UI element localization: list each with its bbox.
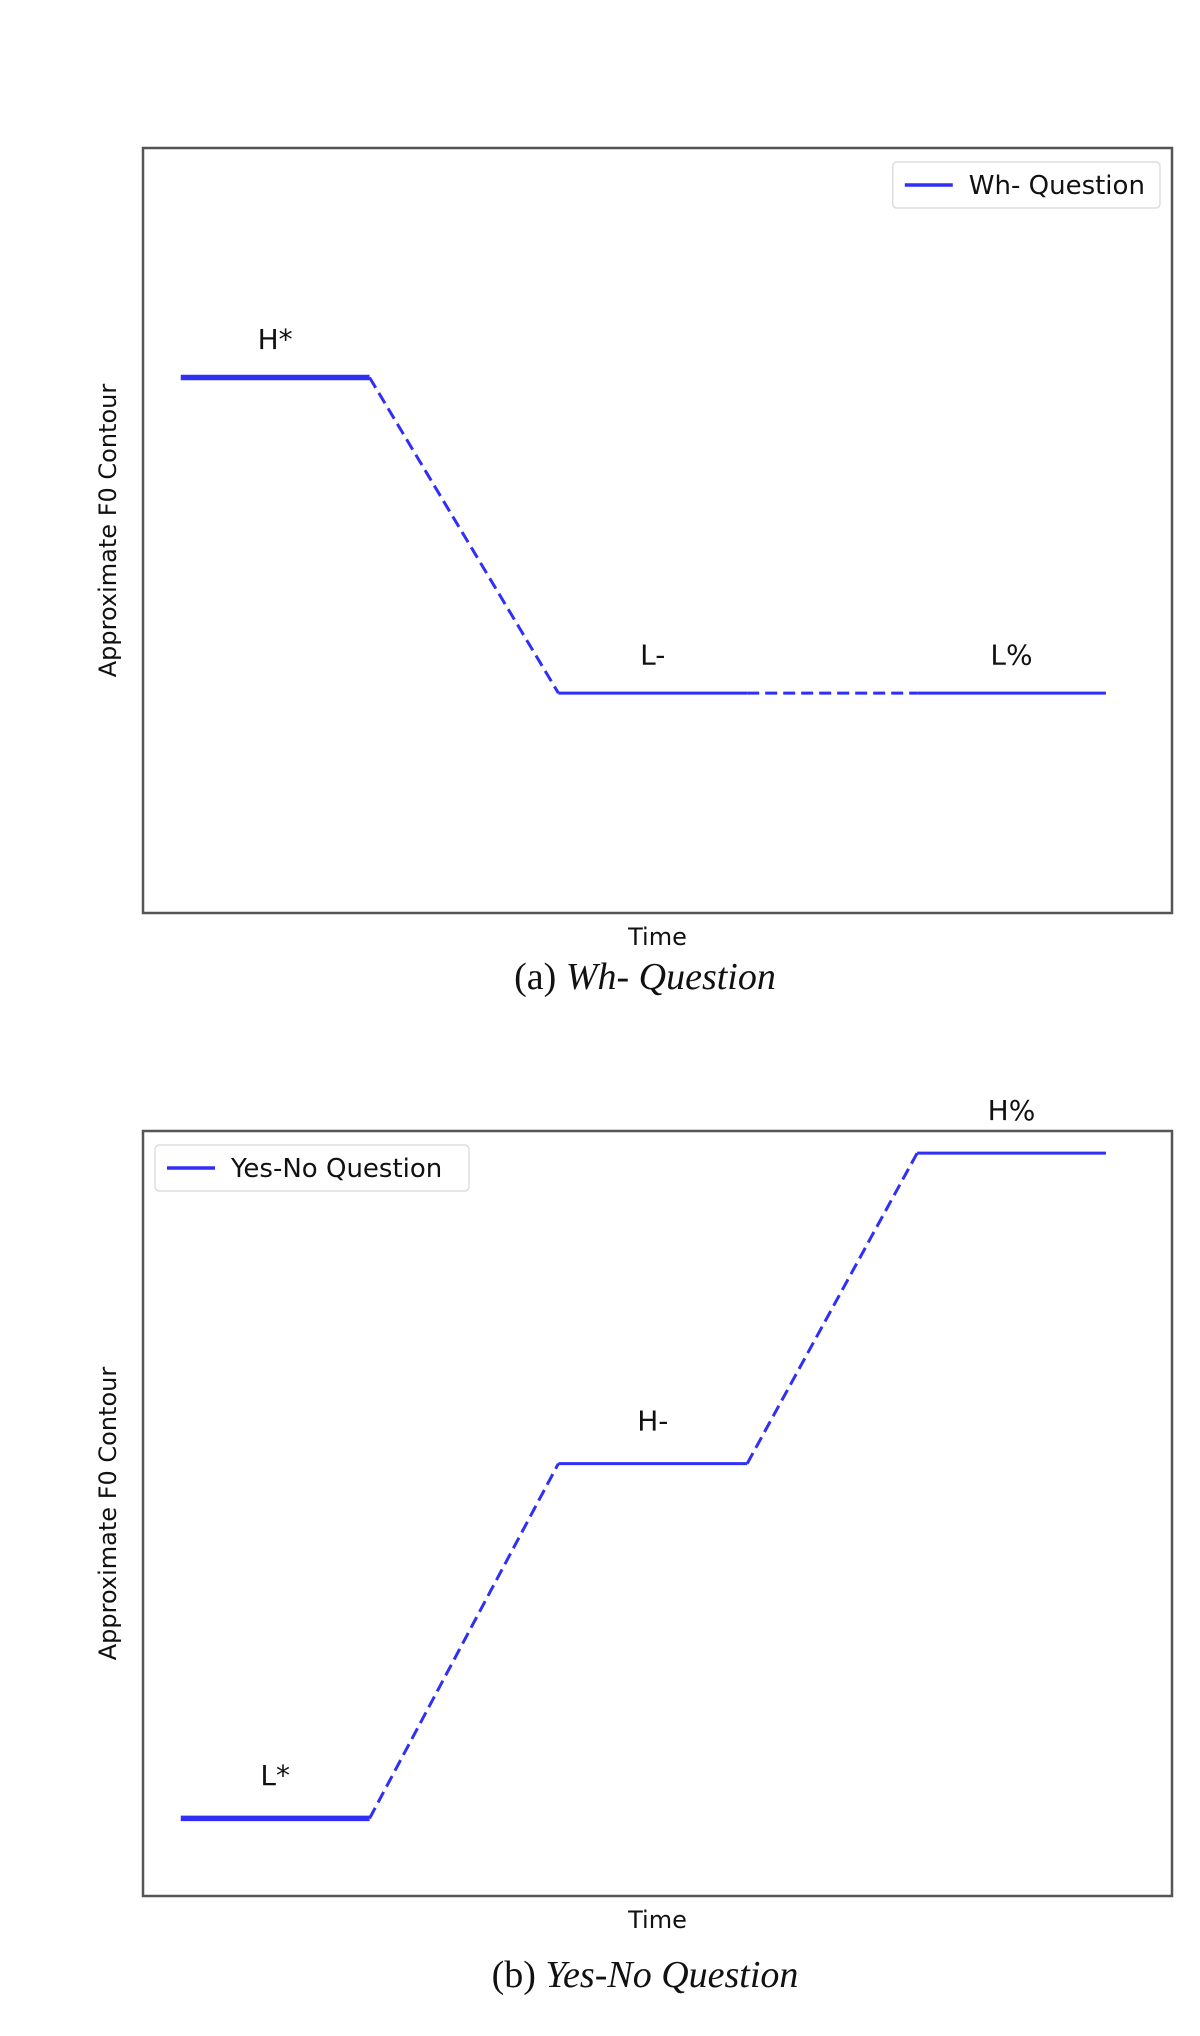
caption-label: (a) [514, 956, 557, 998]
caption-title: Yes-No Question [545, 1954, 799, 1996]
y-axis-label: Approximate F0 Contour [94, 384, 122, 678]
chart-wh-question: H* L- L% Time Approximate F0 Contour Wh- Ques… [94, 146, 1174, 951]
legend-label: Yes-No Question [230, 1154, 442, 1184]
caption-title: Wh- Question [565, 956, 776, 998]
annotation-label-2: L% [990, 638, 1032, 671]
y-axis-label: Approximate F0 Contour [94, 1367, 122, 1661]
caption-yes-no-question: (b) Yes-No Question [0, 1953, 1200, 1997]
x-axis-label: Time [627, 1906, 687, 1934]
plot-frame [141, 1129, 1174, 1898]
series-line-segment-1 [368, 376, 560, 694]
annotation-label-2: H% [988, 1094, 1036, 1127]
legend: Yes-No Question [154, 1144, 470, 1192]
legend-box [892, 161, 1161, 209]
legend: Wh- Question [892, 161, 1161, 209]
x-axis-label: Time [627, 923, 687, 951]
legend-box [154, 1144, 470, 1192]
annotation-label-0: H* [258, 323, 293, 356]
figure-yes-no-question: L* H- H% Time Approximate F0 Contour Yes-No Q… [0, 1018, 1200, 2036]
plot-frame [141, 146, 1174, 915]
caption-wh-question: (a) Wh- Question [0, 955, 1200, 999]
caption-label: (b) [491, 1954, 536, 1996]
annotation-label-0: L* [260, 1759, 290, 1792]
figure-wh-question: H* L- L% Time Approximate F0 Contour Wh- Ques… [0, 146, 1200, 999]
annotation-label-1: H- [637, 1404, 668, 1437]
legend-label: Wh- Question [969, 171, 1145, 201]
annotation-label-1: L- [640, 638, 665, 671]
chart-yes-no-question: L* H- H% Time Approximate F0 Contour Yes-No Q… [94, 1094, 1174, 1934]
series-line-segment-3 [745, 1152, 919, 1465]
series-line-segment-1 [368, 1462, 560, 1820]
